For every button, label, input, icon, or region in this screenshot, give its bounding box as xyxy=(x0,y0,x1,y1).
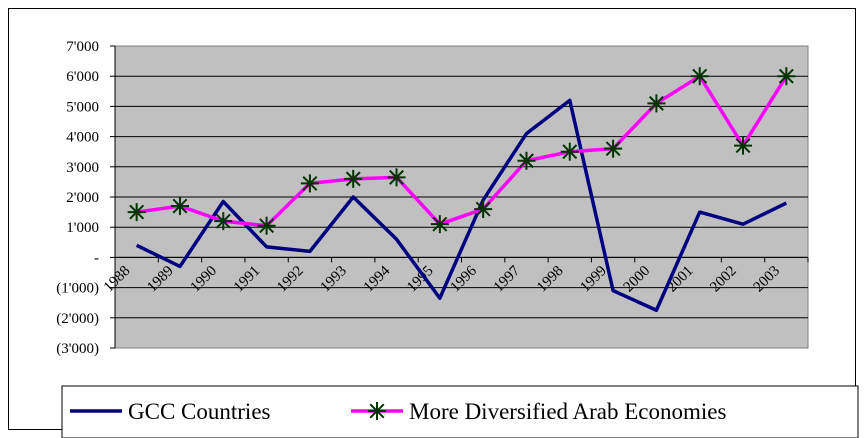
y-tick-label: (3'000) xyxy=(56,341,99,357)
data-point xyxy=(604,139,623,158)
data-point xyxy=(257,216,276,235)
legend: GCC Countries More Diversified Arab Econo… xyxy=(61,385,859,438)
legend-star-marker-d2 xyxy=(369,403,385,419)
data-point xyxy=(690,67,709,86)
star-marker-d2 xyxy=(475,201,491,217)
star-marker-d2 xyxy=(519,153,534,169)
legend-item-more-diversified-arab-economies: More Diversified Arab Economies xyxy=(351,399,726,424)
star-marker-d2 xyxy=(648,95,664,111)
data-point xyxy=(560,142,579,161)
data-point xyxy=(170,197,189,216)
y-tick-label: 6'000 xyxy=(66,69,99,85)
data-point xyxy=(344,169,363,188)
data-point xyxy=(127,203,146,222)
star-marker-d2 xyxy=(605,141,621,157)
y-tick-label: 3'000 xyxy=(66,160,99,176)
data-point xyxy=(517,151,536,170)
star-marker-d2 xyxy=(215,213,231,229)
star-marker-d2 xyxy=(432,216,448,232)
data-point xyxy=(647,94,666,113)
legend-item-gcc-countries: GCC Countries xyxy=(70,399,271,424)
data-point xyxy=(777,67,796,86)
star-marker-d2 xyxy=(389,169,404,185)
star-marker-d2 xyxy=(562,144,578,160)
star-marker-d2 xyxy=(302,175,318,191)
y-tick-label: 4'000 xyxy=(66,130,99,146)
data-point xyxy=(387,168,406,187)
y-axis: 7'000 6'000 5'000 4'000 3'000 2'000 1'000 - (1'0… xyxy=(56,39,115,357)
y-tick-label: - xyxy=(94,250,99,266)
star-marker-d2 xyxy=(172,198,188,214)
star-marker-d2 xyxy=(778,68,794,84)
series-line-more-diversified-arab-economies xyxy=(136,74,788,228)
star-marker-d2 xyxy=(735,138,751,154)
plot-area xyxy=(114,45,809,349)
y-tick-label: (1'000) xyxy=(56,281,99,297)
y-tick-label: 2'000 xyxy=(66,190,99,206)
legend-box xyxy=(61,385,859,438)
series-layer xyxy=(127,67,796,312)
star-marker-d2 xyxy=(692,68,708,84)
star-marker-d2 xyxy=(259,218,275,234)
legend-label: More Diversified Arab Economies xyxy=(409,399,726,424)
series-more-diversified-arab-economies xyxy=(127,67,796,235)
star-marker-d2 xyxy=(129,204,145,220)
data-point xyxy=(300,174,319,193)
star-marker-d2 xyxy=(345,171,361,187)
y-tick-label: 1'000 xyxy=(66,220,99,236)
data-point xyxy=(474,200,493,219)
data-point xyxy=(734,136,753,155)
y-tick-label: (2'000) xyxy=(56,311,99,327)
data-point xyxy=(430,215,449,234)
y-tick-label: 7'000 xyxy=(66,39,99,55)
legend-label: GCC Countries xyxy=(128,399,271,424)
y-tick-label: 5'000 xyxy=(66,99,99,115)
data-point xyxy=(214,212,233,231)
